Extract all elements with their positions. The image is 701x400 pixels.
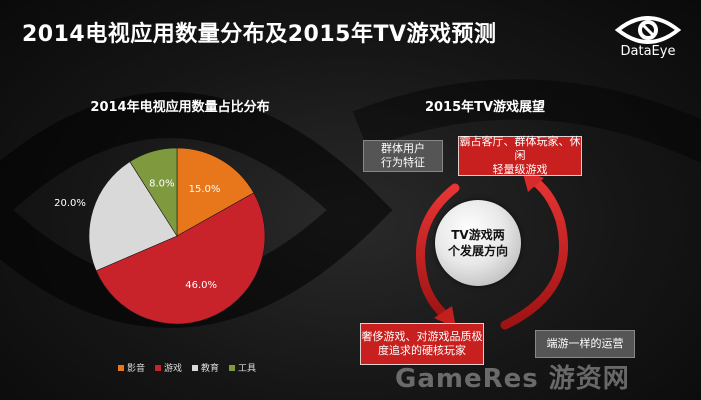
pie-label-0: 15.0%	[189, 184, 221, 195]
legend-swatch	[192, 364, 199, 371]
page-title: 2014电视应用数量分布及2015年TV游戏预测	[22, 22, 497, 47]
legend-label: 影音	[127, 364, 146, 374]
pie-legend: 影音 游戏 教育 工具	[118, 361, 256, 374]
pie-slice-1	[95, 192, 266, 325]
pie-label-3: 8.0%	[149, 179, 174, 190]
legend-swatch	[155, 364, 162, 371]
casual-direction-box: 霸占客厅、群体玩家、休闲 轻量级游戏	[458, 135, 582, 176]
pie-slice-2	[88, 161, 178, 272]
legend-swatch	[118, 364, 124, 371]
operation-box: 端游一样的运营	[535, 330, 635, 358]
legend-item-1: 游戏	[155, 361, 182, 374]
hardcore-direction-box: 奢侈游戏、对游戏品质极 度追求的硬核玩家	[360, 323, 484, 365]
legend-item-2: 教育	[192, 361, 219, 374]
logo-text: DataEye	[620, 44, 676, 59]
legend-item-0: 影音	[118, 361, 145, 374]
user-behavior-box: 群体用户 行为特征	[363, 140, 443, 172]
eye-logo-icon	[614, 16, 682, 44]
center-circle: TV游戏两 个发展方向	[435, 200, 521, 286]
legend-label: 工具	[238, 364, 257, 374]
legend-item-3: 工具	[229, 361, 256, 374]
left-arrow-icon	[415, 183, 460, 328]
pie-label-2: 20.0%	[54, 198, 86, 209]
legend-label: 教育	[201, 364, 220, 374]
pie-chart-title: 2014年电视应用数量占比分布	[90, 100, 270, 115]
legend-swatch	[229, 364, 236, 371]
outlook-title: 2015年TV游戏展望	[424, 100, 546, 115]
watermark: GameRes 游资网	[395, 364, 630, 394]
pie-slice-3	[129, 147, 178, 238]
legend-label: 游戏	[164, 364, 183, 374]
pie-slice-0	[176, 147, 255, 237]
pie-label-1: 46.0%	[185, 280, 217, 291]
